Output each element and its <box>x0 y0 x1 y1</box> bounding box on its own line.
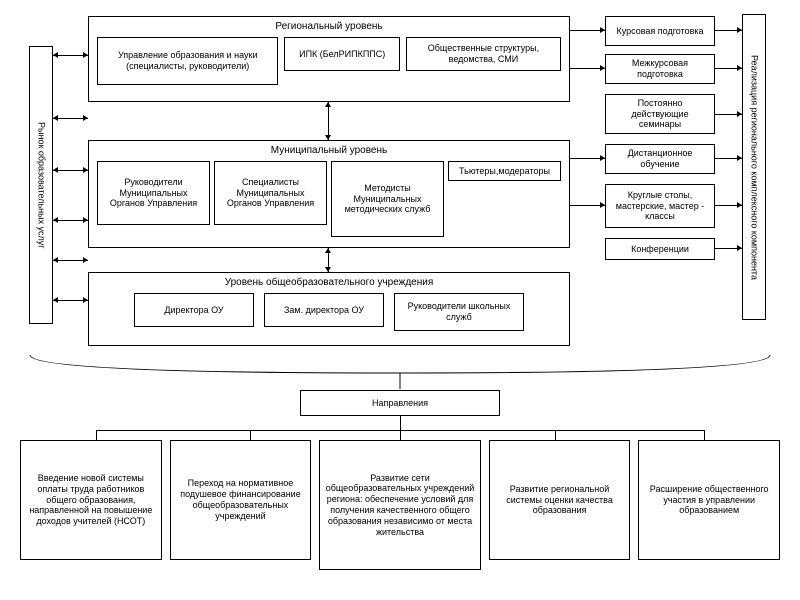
arrow-rr5 <box>737 202 742 208</box>
school-level-container: Уровень общеобразовательного учреждения … <box>88 272 570 346</box>
arrow-mr4 <box>600 202 605 208</box>
arrow-head-l6 <box>53 297 58 303</box>
arrow-rr4 <box>737 155 742 161</box>
regional-item-0: Управление образования и науки (специали… <box>97 37 278 85</box>
right-item-2: Постоянно действующие семинары <box>605 94 715 134</box>
direction-4: Расширение общественного участия в управ… <box>638 440 780 560</box>
regional-title: Региональный уровень <box>97 21 561 33</box>
left-sidebar-label: Рынок образовательных услуг <box>29 46 53 324</box>
direction-3: Развитие региональной системы оценки кач… <box>489 440 631 560</box>
arrow-head-r3 <box>83 167 88 173</box>
regional-item-1: ИПК (БелРИПКППС) <box>284 37 400 71</box>
direction-2: Развитие сети общеобразовательных учрежд… <box>319 440 480 570</box>
municipal-item-0: Руководители Муниципальных Органов Управ… <box>97 161 210 225</box>
arrow-mr3 <box>600 155 605 161</box>
arrow-dir-v2 <box>250 430 251 440</box>
direction-0: Введение новой системы оплаты труда рабо… <box>20 440 162 560</box>
municipal-level-container: Муниципальный уровень Руководители Муниц… <box>88 140 570 248</box>
regional-level-container: Региональный уровень Управление образова… <box>88 16 570 102</box>
arrow-rr6 <box>737 245 742 251</box>
arrow-dir-v3 <box>400 430 401 440</box>
arrow-dir-v1 <box>96 430 97 440</box>
arrow-head-r2 <box>83 115 88 121</box>
arrow-head-r1 <box>83 52 88 58</box>
arrow-rr1 <box>737 27 742 33</box>
arrow-head-down-2 <box>325 267 331 272</box>
right-item-3: Дистанционное обучение <box>605 144 715 174</box>
bracket-curve <box>20 355 780 395</box>
municipal-item-1: Специалисты Муниципальных Органов Управл… <box>214 161 327 225</box>
right-item-1: Межкурсовая подготовка <box>605 54 715 84</box>
arrow-head-r6 <box>83 297 88 303</box>
arrow-head-l5 <box>53 257 58 263</box>
arrow-rr3 <box>737 111 742 117</box>
school-title: Уровень общеобразовательного учреждения <box>97 277 561 289</box>
arrow-rr2 <box>737 65 742 71</box>
arrow-head-l4 <box>53 217 58 223</box>
municipal-item-2: Методисты Муниципальных методических слу… <box>331 161 444 237</box>
arrow-head-down-1 <box>325 135 331 140</box>
directions-label: Направления <box>300 390 500 416</box>
right-item-5: Конференции <box>605 238 715 260</box>
arrow-head-r5 <box>83 257 88 263</box>
school-item-2: Руководители школьных служб <box>394 293 524 331</box>
arrow-head-up-2 <box>325 248 331 253</box>
school-item-1: Зам. директора ОУ <box>264 293 384 327</box>
arrow-head-l1 <box>53 52 58 58</box>
arrow-dir-v4 <box>555 430 556 440</box>
arrow-head-l2 <box>53 115 58 121</box>
arrow-head-up-1 <box>325 102 331 107</box>
arrow-dir-v5 <box>704 430 705 440</box>
arrow-mr1 <box>600 27 605 33</box>
directions-row: Введение новой системы оплаты труда рабо… <box>20 440 780 570</box>
right-sidebar-label: Реализация регионального комплексного ко… <box>742 14 766 320</box>
right-item-0: Курсовая подготовка <box>605 16 715 46</box>
regional-item-2: Общественные структуры, ведомства, СМИ <box>406 37 561 71</box>
municipal-title: Муниципальный уровень <box>97 145 561 157</box>
arrow-mr2 <box>600 65 605 71</box>
direction-1: Переход на нормативное подушевое финанси… <box>170 440 312 560</box>
municipal-item-3: Тьютеры,модераторы <box>448 161 561 181</box>
arrow-head-r4 <box>83 217 88 223</box>
school-item-0: Директора ОУ <box>134 293 254 327</box>
arrow-head-l3 <box>53 167 58 173</box>
right-item-4: Круглые столы, мастерские, мастер - клас… <box>605 184 715 228</box>
